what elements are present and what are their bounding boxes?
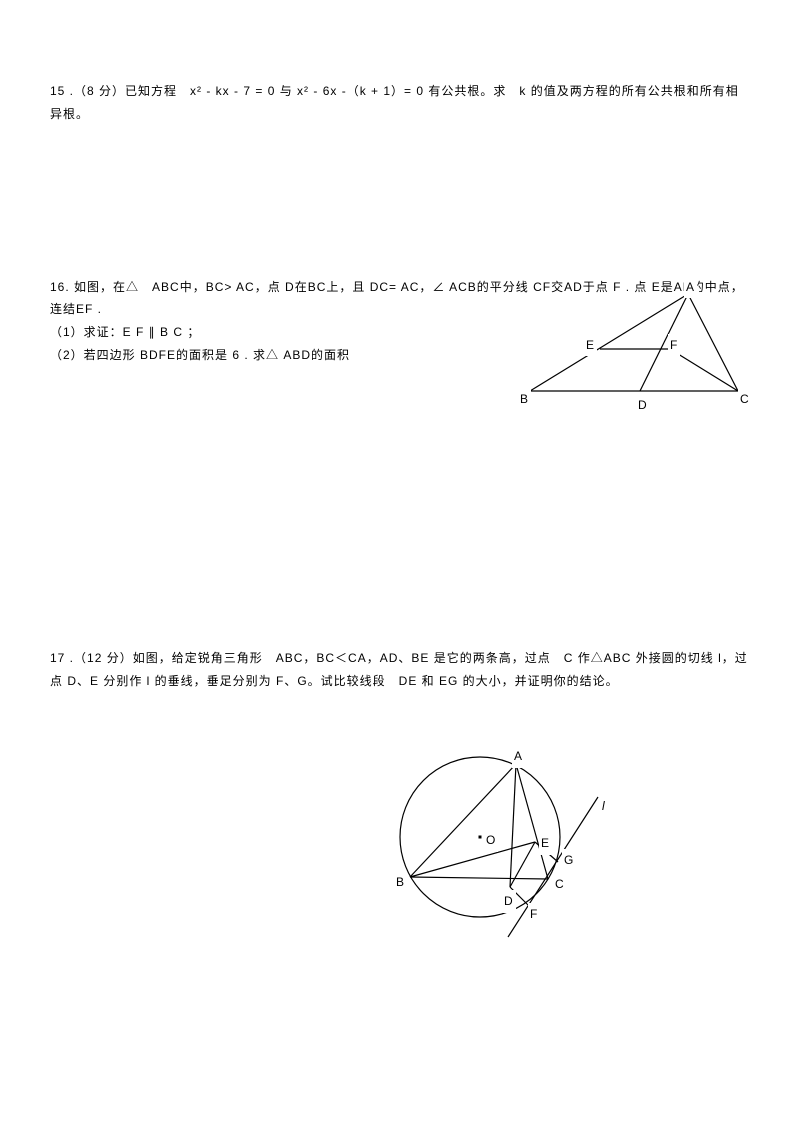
label-E: E <box>539 832 552 855</box>
problem-17-line1: 17 .（12 分）如图，给定锐角三角形 ABC，BC＜CA，AD、BE 是它的… <box>50 647 750 693</box>
figure-16: A B C D E F <box>510 286 760 416</box>
figure-16-svg <box>510 286 760 416</box>
label-D: D <box>636 394 650 417</box>
label-E: E <box>584 334 597 357</box>
figure-17: A B C D E F G O l <box>380 737 630 947</box>
label-A: A <box>684 276 697 299</box>
label-l: l <box>600 795 608 818</box>
label-C: C <box>738 388 752 411</box>
label-A: A <box>512 745 525 768</box>
label-G: G <box>562 849 576 872</box>
label-B: B <box>394 871 407 894</box>
problem-17: 17 .（12 分）如图，给定锐角三角形 ABC，BC＜CA，AD、BE 是它的… <box>50 647 750 693</box>
label-F: F <box>668 334 680 357</box>
label-C: C <box>553 873 567 896</box>
problem-16: 16. 如图，在△ ABC中，BC> AC，点 D在BC上，且 DC= AC，∠… <box>50 276 750 367</box>
label-O: O <box>484 829 498 852</box>
label-D: D <box>502 890 516 913</box>
problem-15-text: 15 .（8 分）已知方程 x² - kx - 7 = 0 与 x² - 6x … <box>50 84 739 121</box>
problem-15: 15 .（8 分）已知方程 x² - kx - 7 = 0 与 x² - 6x … <box>50 80 750 126</box>
label-F: F <box>528 903 540 926</box>
figure-17-svg <box>380 737 630 947</box>
label-B: B <box>518 388 531 411</box>
